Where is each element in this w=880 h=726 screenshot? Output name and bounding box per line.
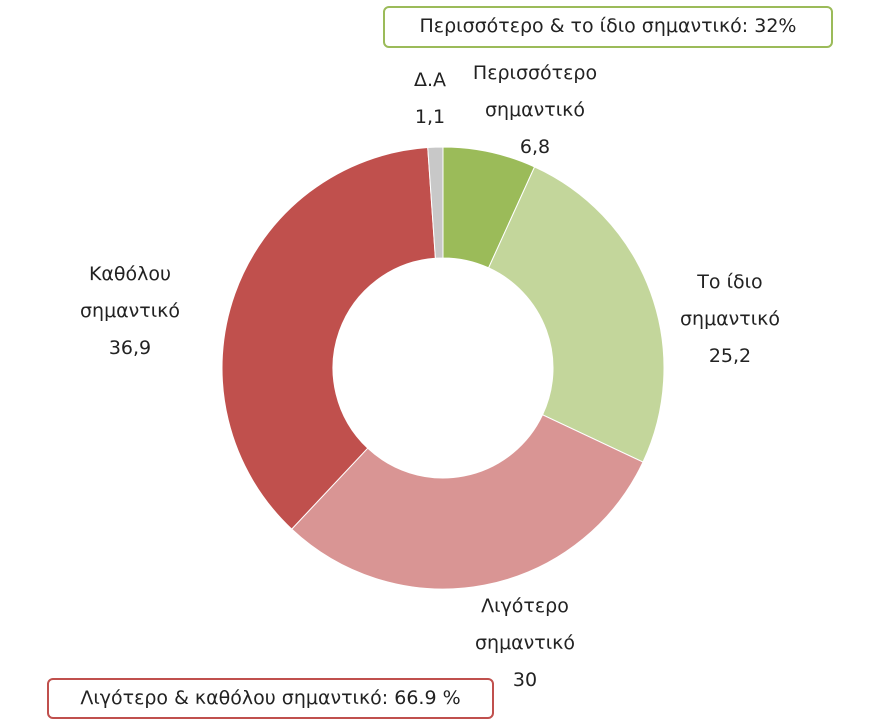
value-label: 36,9 xyxy=(108,337,152,359)
donut-slice xyxy=(427,146,444,259)
slice-label: Καθόλου σημαντικό 36,9 xyxy=(65,256,195,367)
value-label: 30 xyxy=(512,669,538,691)
slice-label: Περισσότερο σημαντικό 6,8 xyxy=(465,55,605,166)
annotation-box: Περισσότερο & το ίδιο σημαντικό: 32% xyxy=(383,6,833,48)
donut-slice xyxy=(221,146,436,530)
category-label: Δ.Α xyxy=(413,69,447,91)
slice-label: Το ίδιο σημαντικό 25,2 xyxy=(665,264,795,375)
category-label: Καθόλου σημαντικό xyxy=(79,263,180,322)
value-label: 6,8 xyxy=(519,136,551,158)
category-label: Το ίδιο σημαντικό xyxy=(679,271,780,330)
category-label: Περισσότερο σημαντικό xyxy=(472,62,598,121)
slice-label: Δ.Α 1,1 xyxy=(390,62,470,136)
donut-slice xyxy=(487,166,665,463)
value-label: 1,1 xyxy=(414,106,446,128)
slice-label: Λιγότερο σημαντικό 30 xyxy=(460,588,590,699)
category-label: Λιγότερο σημαντικό xyxy=(474,595,575,654)
annotation-box: Λιγότερο & καθόλου σημαντικό: 66.9 % xyxy=(47,678,494,719)
value-label: 25,2 xyxy=(708,345,752,367)
donut-slice xyxy=(291,414,644,590)
